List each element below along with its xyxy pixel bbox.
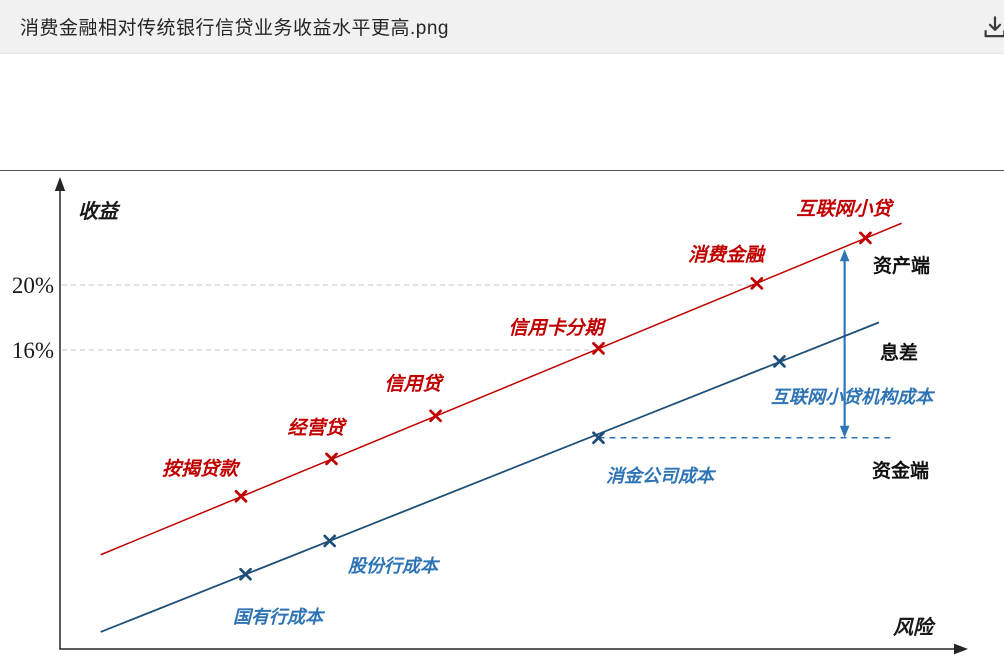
y-axis-title: 收益 bbox=[78, 200, 121, 223]
annotation-label: 资金端 bbox=[872, 459, 929, 482]
funding-marker bbox=[592, 431, 605, 445]
yield-risk-chart: 20% 16% 按揭贷款 经营贷 信用贷 信用卡分期 消费金融 互联网小贷国有行成本 股份行成本… bbox=[0, 172, 1004, 664]
asset-point-label: 消费金融 bbox=[688, 244, 767, 266]
asset-marker bbox=[750, 277, 764, 290]
funding-marker bbox=[239, 567, 252, 581]
funding-marker bbox=[773, 355, 786, 368]
download-icon-glyph bbox=[984, 16, 1004, 38]
y-axis-arrow bbox=[54, 177, 66, 191]
asset-point-label: 按揭贷款 bbox=[162, 458, 241, 480]
x-axis-title: 风险 bbox=[893, 616, 936, 639]
annotation-label: 息差 bbox=[880, 341, 918, 364]
funding-marker bbox=[323, 534, 337, 548]
asset-trend-line bbox=[100, 222, 902, 556]
asset-point-label: 经营贷 bbox=[287, 417, 347, 439]
funding-point-label: 互联网小贷机构成本 bbox=[771, 387, 936, 407]
asset-point-label: 互联网小贷 bbox=[796, 198, 894, 220]
funding-point-label: 消金公司成本 bbox=[606, 466, 717, 486]
file-title: 消费金融相对传统银行信贷业务收益水平更高.png bbox=[20, 18, 449, 39]
asset-point-label: 信用贷 bbox=[384, 373, 444, 395]
y-tick-label: 20% bbox=[12, 273, 54, 298]
x-axis-arrow bbox=[954, 643, 968, 655]
download-icon[interactable] bbox=[980, 13, 1004, 43]
y-tick-label: 16% bbox=[12, 338, 54, 363]
asset-marker bbox=[592, 342, 605, 355]
asset-marker bbox=[429, 409, 442, 423]
asset-marker bbox=[859, 231, 872, 245]
funding-point-label: 国有行成本 bbox=[233, 607, 326, 627]
asset-marker bbox=[234, 489, 248, 503]
titlebar: 消费金融相对传统银行信贷业务收益水平更高.png bbox=[0, 0, 1004, 54]
asset-marker bbox=[325, 452, 338, 466]
spread-arrow-up-head bbox=[839, 249, 850, 262]
funding-trend-line bbox=[100, 321, 880, 633]
asset-point-label: 信用卡分期 bbox=[508, 317, 606, 339]
funding-point-label: 股份行成本 bbox=[347, 556, 441, 576]
spread-arrow-down-head bbox=[839, 425, 850, 438]
image-top-border bbox=[0, 170, 1004, 171]
annotation-label: 资产端 bbox=[873, 254, 930, 277]
